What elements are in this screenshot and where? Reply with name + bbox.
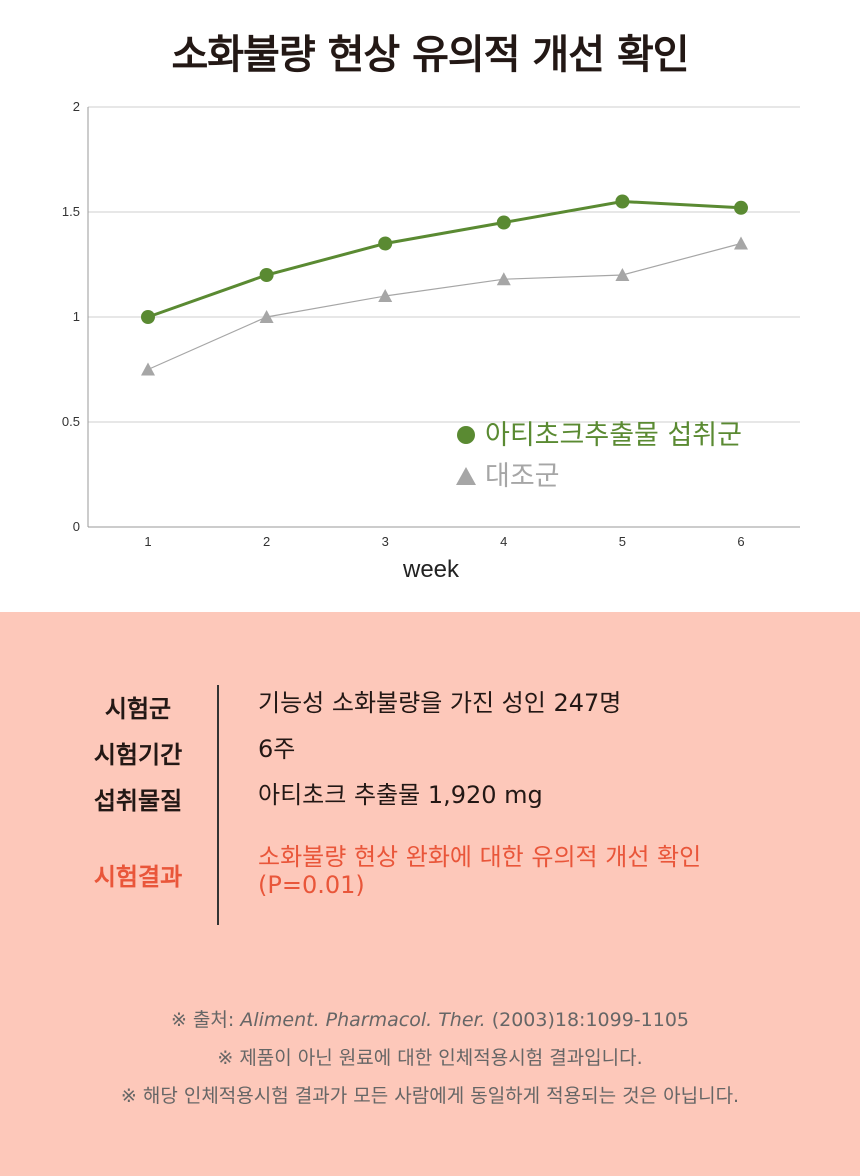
data-point xyxy=(378,289,393,302)
data-point xyxy=(615,268,630,281)
x-tick-label: 1 xyxy=(144,534,151,549)
study-info-panel: 시험군 기능성 소화불량을 가진 성인 247명 시험기간 6주 섭취물질 아티… xyxy=(0,612,860,1176)
series-line xyxy=(147,199,742,319)
value-test-group: 기능성 소화불량을 가진 성인 247명 xyxy=(258,689,622,717)
label-test-result: 시험결과 xyxy=(93,863,183,891)
x-tick-label: 2 xyxy=(263,534,270,549)
data-point xyxy=(141,310,155,324)
data-point xyxy=(496,272,511,286)
y-tick-label: 1.5 xyxy=(62,204,80,219)
x-tick-label: 3 xyxy=(382,534,389,549)
x-tick-label: 4 xyxy=(500,534,507,549)
source-suffix: (2003)18:1099-1105 xyxy=(485,1009,690,1031)
y-tick-label: 1 xyxy=(73,309,80,324)
legend-marker xyxy=(456,467,476,485)
legend-label: 아티초크추출물 섭취군 xyxy=(485,420,742,451)
x-tick-label: 5 xyxy=(619,534,626,549)
data-point xyxy=(615,194,630,209)
page-title: 소화불량 현상 유의적 개선 확인 xyxy=(171,32,689,78)
data-point xyxy=(259,310,274,323)
data-point xyxy=(734,200,748,215)
info-divider xyxy=(217,685,219,925)
result-text: 소화불량 현상 완화에 대한 유의적 개선 확인 xyxy=(258,843,702,871)
source-prefix: ※ 출처: xyxy=(170,1009,241,1031)
source-note: ※ 출처: Aliment. Pharmacol. Ther. (2003)18… xyxy=(0,1005,860,1032)
legend-marker xyxy=(457,426,475,444)
disclaimer-note: ※ 해당 인체적용시험 결과가 모든 사람에게 동일하게 적용되는 것은 아닙니… xyxy=(120,1085,740,1107)
x-axis-title: week xyxy=(402,556,460,583)
data-point xyxy=(734,236,748,250)
data-point xyxy=(496,215,511,230)
legend-label: 대조군 xyxy=(485,461,560,492)
label-test-group: 시험군 xyxy=(104,695,172,723)
data-point xyxy=(259,268,274,282)
series-line xyxy=(147,242,742,371)
source-journal: Aliment. Pharmacol. Ther. xyxy=(240,1009,486,1031)
value-test-period: 6주 xyxy=(258,735,296,763)
y-tick-label: 0.5 xyxy=(62,414,80,429)
value-ingredient: 아티초크 추출물 1,920 mg xyxy=(258,781,543,809)
data-point xyxy=(378,236,393,251)
y-tick-label: 0 xyxy=(73,519,80,534)
y-tick-label: 2 xyxy=(73,99,80,114)
data-point xyxy=(141,362,155,376)
label-test-period: 시험기간 xyxy=(93,741,183,769)
raw-material-note: ※ 제품이 아닌 원료에 대한 인체적용시험 결과입니다. xyxy=(217,1047,643,1069)
result-p-value: (P=0.01) xyxy=(258,871,365,899)
label-ingredient: 섭취물질 xyxy=(93,787,183,815)
x-tick-label: 6 xyxy=(737,534,744,549)
value-test-result: 소화불량 현상 완화에 대한 유의적 개선 확인 (P=0.01) xyxy=(258,843,818,899)
